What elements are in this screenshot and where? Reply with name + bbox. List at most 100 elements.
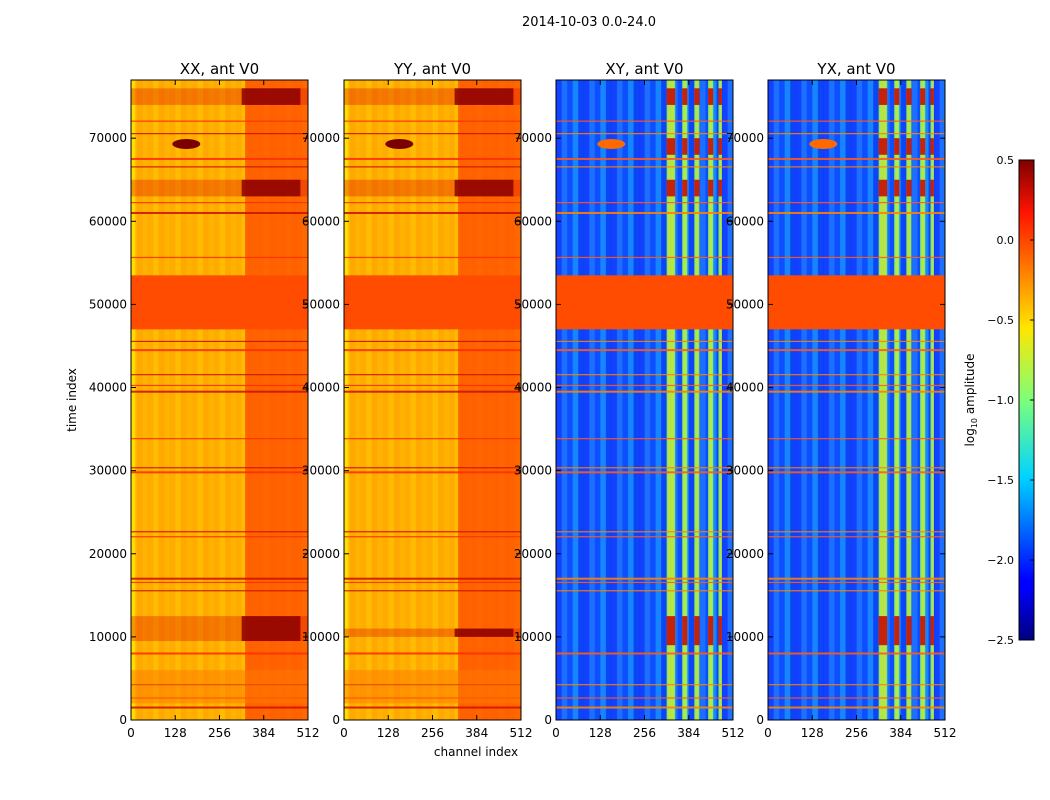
- row-line: [556, 211, 733, 214]
- row-line: [556, 390, 733, 393]
- panel-3: YX, ant V0 0 128 256 384 512 0 10000 20000 30000 4…: [726, 60, 957, 740]
- row-line: [131, 384, 308, 387]
- y-tick-label: 40000: [726, 381, 764, 395]
- row-line: [768, 684, 945, 686]
- flagged-gap: [768, 275, 945, 330]
- channel-stripe: [186, 80, 193, 720]
- channel-stripe: [600, 80, 607, 720]
- bright-channel-core: [667, 80, 675, 720]
- row-line: [768, 202, 945, 204]
- row-line: [768, 536, 945, 538]
- row-line: [344, 211, 521, 214]
- row-line: [344, 706, 521, 709]
- channel-stripe: [169, 80, 176, 720]
- channel-stripe: [812, 80, 819, 720]
- row-line: [344, 340, 521, 343]
- channel-stripe: [426, 80, 433, 720]
- bright-channel-band: [682, 80, 688, 720]
- x-tick-label: 256: [633, 726, 656, 740]
- channel-stripe: [823, 80, 830, 720]
- bright-channel-band: [666, 80, 676, 720]
- row-line: [768, 652, 945, 655]
- row-line: [556, 384, 733, 387]
- flagged-gap: [344, 670, 521, 704]
- row-line: [556, 684, 733, 686]
- row-line: [556, 438, 733, 440]
- edge-band: [344, 80, 349, 720]
- channel-stripe: [933, 80, 940, 720]
- strong-row-block: [930, 616, 934, 646]
- row-line: [131, 590, 308, 592]
- strong-row-block: [920, 179, 926, 197]
- channel-stripe: [567, 80, 574, 720]
- row-line: [768, 166, 945, 168]
- strong-row-block: [666, 616, 676, 646]
- y-tick-label: 30000: [302, 464, 340, 478]
- row-line: [768, 697, 945, 699]
- row-line: [344, 374, 521, 376]
- y-tick-label: 50000: [302, 297, 340, 311]
- row-line: [344, 531, 521, 533]
- panel-title: YY, ant V0: [393, 60, 471, 78]
- channel-stripe: [583, 80, 590, 720]
- row-line: [131, 120, 308, 122]
- channel-stripe: [850, 80, 857, 720]
- strong-row-block: [241, 88, 301, 105]
- strong-row-block: [920, 88, 926, 105]
- row-line: [768, 157, 945, 160]
- strong-row-block: [708, 179, 714, 197]
- x-tick-label: 128: [801, 726, 824, 740]
- y-tick-label: 30000: [89, 464, 127, 478]
- y-tick-label: 70000: [89, 131, 127, 145]
- row-line: [768, 340, 945, 343]
- channel-stripe: [699, 80, 706, 720]
- row-line: [131, 202, 308, 204]
- bright-channel-core: [695, 80, 699, 720]
- panel-0: XX, ant V0 0 128 256 384 512 0 10000 20000 30000 4…: [89, 60, 320, 740]
- bright-channel-core: [895, 80, 899, 720]
- strong-row-block: [718, 616, 722, 646]
- bright-channel-core: [719, 80, 722, 720]
- x-tick-label: 256: [421, 726, 444, 740]
- strong-row-block: [718, 88, 722, 105]
- colorbar-tick-label: 0.0: [997, 234, 1015, 247]
- y-tick-label: 30000: [726, 464, 764, 478]
- channel-stripe: [790, 80, 797, 720]
- edge-band: [131, 80, 136, 720]
- y-tick-label: 60000: [514, 214, 552, 228]
- colorbar-tick-label: −2.0: [987, 554, 1014, 567]
- colorbar-tick-label: −1.0: [987, 394, 1014, 407]
- x-tick-label: 256: [208, 726, 231, 740]
- channel-stripe: [377, 80, 384, 720]
- row-line: [131, 374, 308, 376]
- bright-channel-band: [894, 80, 900, 720]
- channel-stripe: [611, 80, 618, 720]
- strong-row-block: [694, 138, 700, 155]
- row-line: [131, 340, 308, 343]
- bright-channel-core: [907, 80, 911, 720]
- bright-channel-band: [920, 80, 926, 720]
- panel-title: XX, ant V0: [180, 60, 259, 78]
- figure-title: 2014-10-03 0.0-24.0: [522, 15, 656, 30]
- row-line: [344, 652, 521, 655]
- y-tick-label: 10000: [302, 630, 340, 644]
- row-line: [344, 166, 521, 168]
- bright-channel-core: [879, 80, 887, 720]
- strong-row-block: [878, 616, 888, 646]
- channel-stripe: [806, 80, 813, 720]
- row-line: [556, 202, 733, 204]
- row-line: [768, 438, 945, 440]
- strong-row-band: [344, 628, 521, 637]
- row-line: [556, 166, 733, 168]
- strong-row-block: [930, 138, 934, 155]
- channel-stripe: [158, 80, 165, 720]
- y-tick-label: 20000: [89, 547, 127, 561]
- strong-row-block: [920, 616, 926, 646]
- x-tick-label: 256: [845, 726, 868, 740]
- channel-stripe: [627, 80, 634, 720]
- y-tick-label: 50000: [89, 297, 127, 311]
- panel-2: XY, ant V0 0 128 256 384 512 0 10000 20000 30000 4…: [514, 60, 745, 740]
- strong-row-block: [694, 179, 700, 197]
- panel-title: YX, ant V0: [816, 60, 895, 78]
